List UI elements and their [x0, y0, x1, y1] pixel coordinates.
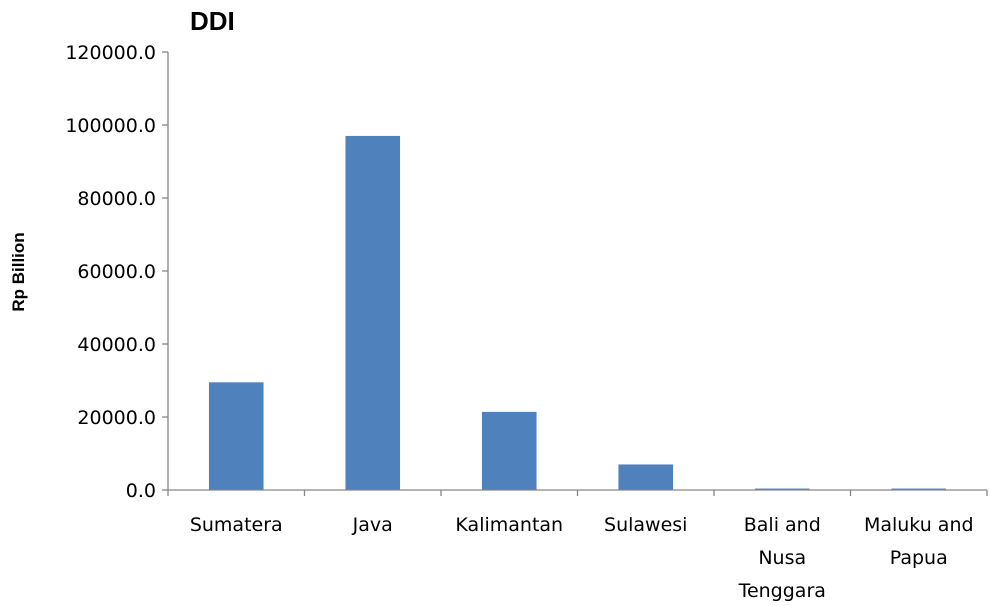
chart-title: DDI [190, 6, 235, 36]
x-tick-label-line: Nusa [758, 547, 806, 569]
x-tick-label-line: Kalimantan [455, 514, 563, 536]
x-tick-label: Kalimantan [455, 514, 563, 536]
x-tick-label-line: Papua [890, 547, 948, 569]
y-tick-label: 80000.0 [77, 188, 156, 210]
x-tick-label: Bali and Nusa Tenggara [738, 514, 826, 602]
y-tick-label: 20000.0 [77, 407, 156, 429]
y-tick-label: 100000.0 [65, 115, 156, 137]
bar [891, 488, 947, 490]
x-tick-label: Sulawesi [604, 514, 687, 536]
x-tick-label-line: Sulawesi [604, 514, 687, 536]
y-tick-label: 0.0 [126, 480, 156, 502]
y-tick-label: 40000.0 [77, 334, 156, 356]
bars [208, 135, 947, 490]
x-tick-label: Maluku and Papua [864, 514, 974, 569]
bar [481, 411, 537, 490]
y-tick-label: 60000.0 [77, 261, 156, 283]
x-tick-label-line: Java [352, 514, 393, 536]
bar [618, 464, 674, 490]
x-tick-label-line: Bali and [744, 514, 821, 536]
x-axis-ticks: Sumatera Java Kalimantan Sulawesi Bali and Nu… [167, 490, 988, 602]
x-tick-label-line: Maluku and [864, 514, 974, 536]
y-tick-label: 120000.0 [65, 42, 156, 64]
x-tick-label-line: Tenggara [738, 580, 826, 602]
x-tick-label: Java [352, 514, 393, 536]
bar [208, 382, 264, 490]
bar [345, 135, 401, 490]
bar [754, 488, 810, 490]
x-tick-label-line: Sumatera [190, 514, 283, 536]
y-axis-ticks: 0.0 20000.0 40000.0 60000.0 80000.0 100000.0 1… [65, 42, 168, 502]
x-tick-label: Sumatera [190, 514, 283, 536]
y-axis-label: Rp Billion [9, 232, 28, 311]
